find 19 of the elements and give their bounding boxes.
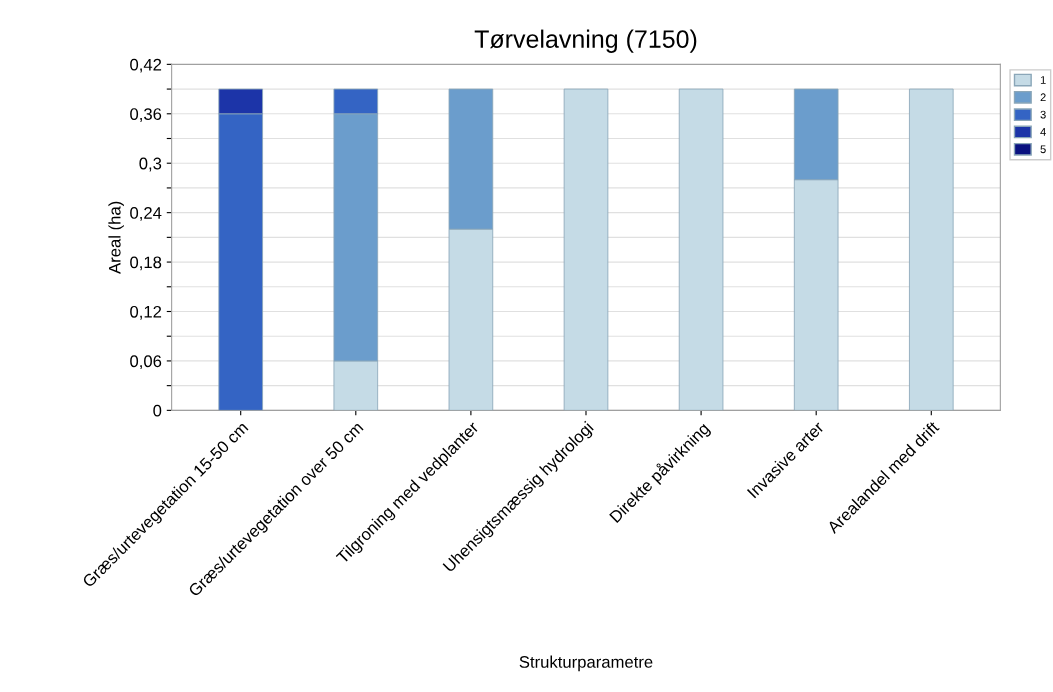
bar [909,88,954,411]
legend-label: 4 [1040,128,1046,136]
x-axis-title: Strukturparametre [519,655,653,672]
y-tick-label: 0,42 [130,58,162,73]
y-tick-label: 0,3 [139,157,162,172]
y-tick-label: 0,12 [130,305,162,320]
legend-label: 2 [1040,93,1046,102]
y-tick-label: 0,24 [130,207,162,221]
y-tick-label: 0,36 [130,108,162,122]
y-axis-title: Areal (ha) [108,201,124,274]
legend-label: 1 [1040,76,1046,84]
chart-title: Tørvelavning (7150) [474,29,697,53]
legend-label: 5 [1040,145,1046,154]
bar [563,88,609,411]
legend-label: 3 [1040,110,1046,119]
y-tick-label: 0,06 [130,355,162,370]
y-tick-label: 0,18 [130,256,162,271]
bar [678,88,724,411]
y-tick-label: 0 [153,404,162,417]
